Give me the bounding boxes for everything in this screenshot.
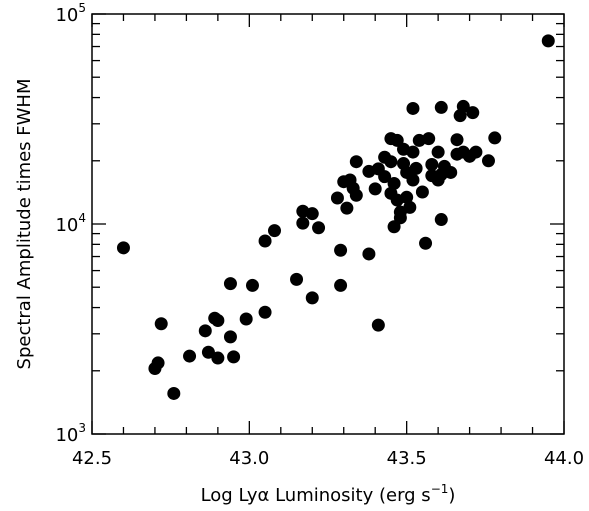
data-point (349, 155, 363, 169)
data-point (258, 305, 272, 319)
data-point (368, 182, 382, 196)
data-point (211, 351, 225, 365)
y-tick-label: 104 (55, 211, 86, 236)
data-point (378, 170, 392, 184)
data-point (444, 165, 458, 179)
data-point (466, 106, 480, 120)
plot-frame (91, 13, 565, 435)
data-point (239, 312, 253, 326)
data-point (116, 241, 130, 255)
data-point (290, 272, 304, 286)
data-point (403, 200, 417, 214)
data-point (456, 99, 470, 113)
x-tick-labels: 42.5 43.0 43.5 44.0 (72, 448, 584, 469)
data-point (330, 191, 344, 205)
data-point (406, 173, 420, 187)
data-point (419, 236, 433, 250)
data-points (116, 34, 555, 400)
y-tick-labels: 103 104 105 (55, 1, 86, 446)
data-point (223, 277, 237, 291)
x-axis-label-pre: Log Ly (201, 485, 258, 506)
data-point (340, 201, 354, 215)
x-tick-label: 43.5 (387, 448, 427, 469)
x-axis-label-post: Luminosity (erg s (269, 485, 430, 506)
data-point (268, 224, 282, 238)
x-tick-label: 43.0 (229, 448, 269, 469)
data-point (183, 349, 197, 363)
data-point (434, 213, 448, 227)
data-point (450, 133, 464, 147)
x-axis-label-sup: −1 (431, 482, 449, 496)
data-point (415, 185, 429, 199)
data-point (296, 216, 310, 230)
data-point (201, 345, 215, 359)
x-tick-label: 42.5 (72, 448, 112, 469)
data-point (198, 324, 212, 338)
data-point (223, 330, 237, 344)
data-point (431, 145, 445, 159)
data-point (245, 278, 259, 292)
data-point (334, 278, 348, 292)
data-point (154, 317, 168, 331)
data-point (406, 101, 420, 115)
data-point (384, 155, 398, 169)
data-point (541, 34, 555, 48)
data-point (211, 314, 225, 328)
data-point (409, 161, 423, 175)
x-axis-label: Log Lyα Luminosity (erg s−1) (201, 482, 456, 506)
y-tick-label: 105 (55, 1, 86, 26)
data-point (258, 234, 272, 248)
data-point (400, 190, 414, 204)
data-point (481, 154, 495, 168)
data-point (387, 176, 401, 190)
data-point (406, 145, 420, 159)
data-point (434, 100, 448, 114)
data-point (227, 350, 241, 364)
x-tick-label: 44.0 (544, 448, 584, 469)
data-point (422, 132, 436, 146)
x-axis-label-greek: α (257, 485, 269, 506)
data-point (151, 356, 165, 370)
data-point (469, 145, 483, 159)
data-point (334, 243, 348, 257)
data-point (305, 291, 319, 305)
data-point (371, 318, 385, 332)
y-axis-label: Spectral Amplitude times FWHM (14, 79, 35, 370)
data-point (349, 188, 363, 202)
axis-ticks (91, 13, 565, 435)
data-point (167, 386, 181, 400)
y-tick-label: 103 (55, 421, 86, 446)
data-point (425, 158, 439, 172)
data-point (488, 131, 502, 145)
data-point (362, 247, 376, 261)
x-axis-label-close: ) (448, 485, 455, 506)
data-point (312, 221, 326, 235)
data-point (305, 207, 319, 221)
